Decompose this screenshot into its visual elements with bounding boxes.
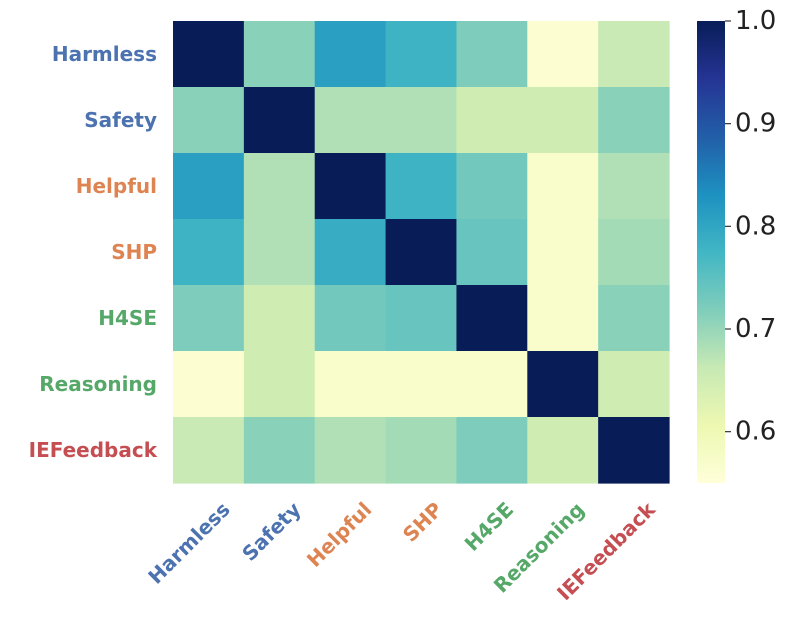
heatmap-cell-reasoning-harmless — [173, 351, 245, 418]
heatmap-cell-safety-shp — [385, 87, 458, 154]
row-label-shp: SHP — [111, 240, 157, 264]
heatmap-cell-h4se-iefeedback — [598, 285, 670, 352]
colorbar-tick-label: 0.6 — [735, 417, 776, 447]
row-labels: Harmless Safety Helpful SHP H4SE Reasoning IEF… — [29, 42, 158, 462]
row-label-helpful: Helpful — [76, 174, 157, 198]
heatmap-cell-shp-iefeedback — [598, 219, 670, 286]
heatmap-cells — [173, 21, 670, 484]
colorbar-tick-label: 0.9 — [735, 109, 776, 139]
heatmap-cell-reasoning-helpful — [314, 351, 387, 418]
heatmap-cell-helpful-safety — [243, 153, 316, 220]
heatmap-cell-helpful-harmless — [173, 153, 245, 220]
column-label-helpful: Helpful — [302, 497, 376, 571]
heatmap-cell-helpful-reasoning — [527, 153, 599, 220]
row-label-iefeedback: IEFeedback — [29, 438, 158, 462]
heatmap-cell-safety-iefeedback — [598, 87, 670, 154]
heatmap-cell-h4se-helpful — [314, 285, 387, 352]
colorbar-tick-label: 0.7 — [735, 314, 776, 344]
heatmap-cell-harmless-shp — [385, 21, 458, 88]
column-label-h4se: H4SE — [460, 497, 519, 556]
heatmap-cell-harmless-reasoning — [527, 21, 599, 88]
row-label-safety: Safety — [84, 108, 157, 132]
heatmap-cell-harmless-helpful — [314, 21, 387, 88]
column-label-harmless: Harmless — [143, 497, 234, 588]
colorbar-tick-label: 0.8 — [735, 211, 776, 241]
heatmap-cell-reasoning-iefeedback — [598, 351, 670, 418]
heatmap-cell-h4se-shp — [385, 285, 458, 352]
heatmap-cell-shp-harmless — [173, 219, 245, 286]
column-label-safety: Safety — [237, 497, 305, 565]
heatmap-cell-shp-h4se — [456, 219, 528, 286]
heatmap-cell-safety-reasoning — [527, 87, 599, 154]
column-label-shp: SHP — [398, 497, 447, 546]
heatmap-cell-iefeedback-harmless — [173, 417, 245, 484]
heatmap-cell-harmless-harmless — [173, 21, 245, 88]
heatmap-cell-harmless-h4se — [456, 21, 528, 88]
heatmap-cell-reasoning-h4se — [456, 351, 528, 418]
row-label-reasoning: Reasoning — [39, 372, 157, 396]
heatmap-cell-safety-h4se — [456, 87, 528, 154]
heatmap-cell-shp-safety — [243, 219, 316, 286]
row-label-h4se: H4SE — [98, 306, 157, 330]
heatmap-cell-iefeedback-h4se — [456, 417, 528, 484]
colorbar-tick-label: 1.0 — [735, 6, 776, 36]
heatmap-cell-helpful-h4se — [456, 153, 528, 220]
heatmap-cell-h4se-h4se — [456, 285, 528, 352]
heatmap-cell-shp-reasoning — [527, 219, 599, 286]
heatmap-cell-h4se-harmless — [173, 285, 245, 352]
row-label-harmless: Harmless — [52, 42, 157, 66]
heatmap-cell-iefeedback-helpful — [314, 417, 387, 484]
heatmap-cell-helpful-iefeedback — [598, 153, 670, 220]
heatmap-cell-safety-harmless — [173, 87, 245, 154]
heatmap-cell-harmless-safety — [243, 21, 316, 88]
heatmap-cell-h4se-safety — [243, 285, 316, 352]
colorbar-gradient — [697, 21, 725, 483]
heatmap-cell-iefeedback-reasoning — [527, 417, 599, 484]
heatmap-cell-h4se-reasoning — [527, 285, 599, 352]
heatmap-cell-reasoning-safety — [243, 351, 316, 418]
heatmap-cell-reasoning-reasoning — [527, 351, 599, 418]
heatmap-cell-iefeedback-safety — [243, 417, 316, 484]
heatmap-cell-helpful-helpful — [314, 153, 387, 220]
heatmap-cell-safety-helpful — [314, 87, 387, 154]
heatmap-cell-shp-shp — [385, 219, 458, 286]
heatmap-cell-helpful-shp — [385, 153, 458, 220]
colorbar-ticks: 0.6 0.7 0.8 0.9 1.0 — [725, 6, 776, 447]
colorbar — [697, 21, 725, 483]
heatmap-cell-reasoning-shp — [385, 351, 458, 418]
heatmap-cell-iefeedback-iefeedback — [598, 417, 670, 484]
heatmap-cell-safety-safety — [243, 87, 316, 154]
heatmap-cell-shp-helpful — [314, 219, 387, 286]
heatmap-cell-iefeedback-shp — [385, 417, 458, 484]
heatmap-cell-harmless-iefeedback — [598, 21, 670, 88]
